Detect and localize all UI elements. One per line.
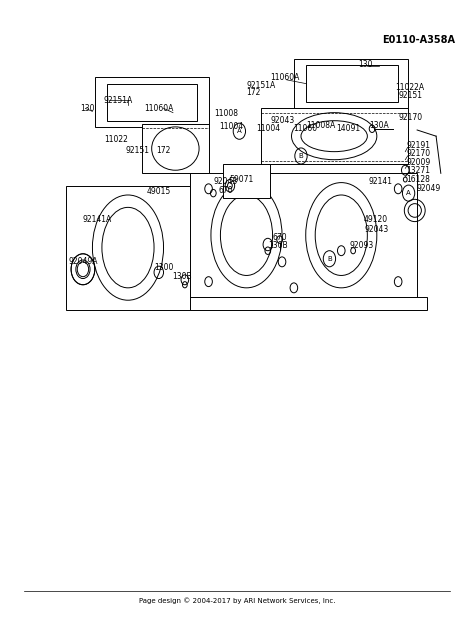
Bar: [223, 164, 270, 198]
Text: 92043: 92043: [213, 178, 237, 186]
Text: 130: 130: [358, 61, 373, 69]
Text: B: B: [299, 153, 303, 159]
Text: B: B: [327, 256, 332, 262]
Polygon shape: [66, 186, 190, 310]
Text: 11008A: 11008A: [306, 121, 335, 129]
Text: 11060A: 11060A: [145, 104, 174, 113]
Text: 92009: 92009: [406, 158, 430, 167]
Text: 59071: 59071: [229, 175, 253, 184]
Text: E0110-A358A: E0110-A358A: [382, 35, 455, 45]
Bar: [306, 65, 398, 102]
Text: 92151: 92151: [398, 92, 422, 100]
Text: 92170: 92170: [406, 149, 430, 158]
Text: 92141A: 92141A: [83, 215, 112, 224]
Text: 670: 670: [273, 233, 287, 241]
Text: 92049: 92049: [416, 184, 440, 193]
Polygon shape: [142, 124, 209, 173]
Text: 92043: 92043: [270, 116, 294, 125]
Text: 92049A: 92049A: [69, 257, 98, 266]
Text: Page design © 2004-2017 by ARI Network Services, Inc.: Page design © 2004-2017 by ARI Network S…: [139, 597, 335, 604]
Text: 92170: 92170: [398, 113, 422, 122]
Text: 130B: 130B: [268, 241, 287, 250]
Text: 92151: 92151: [126, 146, 150, 155]
Text: 172: 172: [246, 88, 261, 97]
Text: 11008: 11008: [214, 110, 238, 118]
Text: A: A: [406, 190, 411, 196]
Text: 11022: 11022: [104, 135, 128, 144]
Polygon shape: [180, 297, 427, 310]
Polygon shape: [261, 108, 408, 164]
Polygon shape: [190, 173, 417, 297]
Text: 92151A: 92151A: [246, 81, 276, 90]
Text: 14091: 14091: [337, 124, 361, 132]
Text: 172: 172: [156, 146, 171, 155]
Text: 49120: 49120: [364, 215, 388, 224]
Text: 130A: 130A: [369, 121, 389, 129]
Text: 92191: 92191: [406, 141, 430, 150]
Bar: [107, 84, 197, 121]
Text: 670: 670: [218, 186, 233, 194]
Text: 11004: 11004: [219, 123, 243, 131]
Text: 11022A: 11022A: [395, 84, 424, 92]
Text: 130B: 130B: [172, 272, 191, 281]
Text: 1300: 1300: [155, 263, 174, 272]
Text: 13271: 13271: [406, 167, 430, 175]
Text: 92093: 92093: [349, 241, 374, 250]
Text: 11060A: 11060A: [270, 73, 300, 82]
Text: 11004: 11004: [256, 124, 280, 132]
Text: A: A: [237, 128, 242, 134]
Text: 11060: 11060: [293, 124, 317, 132]
Text: 49015: 49015: [147, 188, 171, 196]
Text: 130: 130: [81, 104, 95, 113]
Text: 92151A: 92151A: [103, 96, 133, 105]
Text: 92043: 92043: [364, 225, 388, 233]
Text: 92141: 92141: [369, 178, 393, 186]
Polygon shape: [294, 59, 408, 108]
Polygon shape: [95, 77, 209, 127]
Text: 16128: 16128: [406, 175, 430, 184]
